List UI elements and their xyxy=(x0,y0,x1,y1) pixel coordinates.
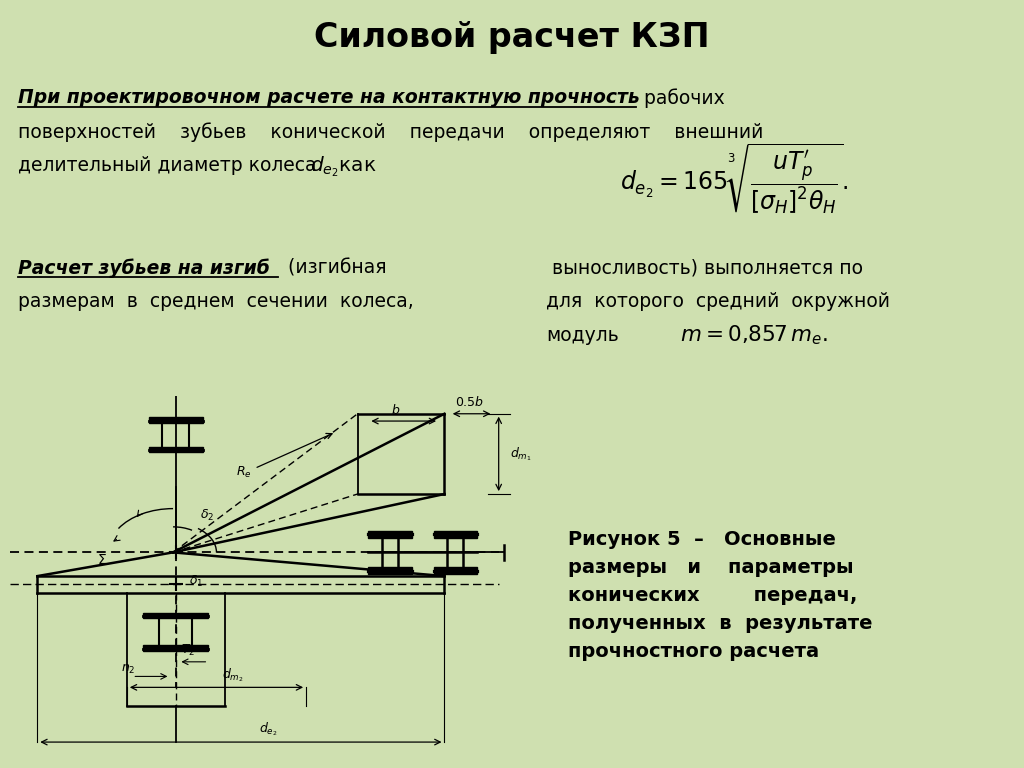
Text: $b$: $b$ xyxy=(391,402,400,417)
Text: делительный диаметр колеса: делительный диаметр колеса xyxy=(18,156,316,175)
Text: $m = 0{,}857\,m_e.$: $m = 0{,}857\,m_e.$ xyxy=(680,323,828,346)
Text: $R_e$: $R_e$ xyxy=(236,465,252,480)
Text: выносливость) выполняется по: выносливость) выполняется по xyxy=(546,258,863,277)
Bar xyxy=(433,567,477,574)
Text: размеры   и    параметры: размеры и параметры xyxy=(568,558,854,577)
Text: $\delta_2$: $\delta_2$ xyxy=(201,508,214,524)
Text: для  которого  средний  окружной: для которого средний окружной xyxy=(546,292,890,311)
Text: модуль: модуль xyxy=(546,326,618,345)
Text: (изгибная: (изгибная xyxy=(282,258,387,277)
Text: прочностного расчета: прочностного расчета xyxy=(568,642,819,661)
Text: $d_{e_2}$: $d_{e_2}$ xyxy=(259,721,278,739)
Text: рабочих: рабочих xyxy=(638,88,725,108)
Text: Силовой расчет КЗП: Силовой расчет КЗП xyxy=(314,22,710,55)
Bar xyxy=(148,418,203,423)
Text: конических        передач,: конических передач, xyxy=(568,586,857,605)
Text: $d_{e_2}$как: $d_{e_2}$как xyxy=(310,154,377,179)
Bar xyxy=(143,613,208,618)
Bar xyxy=(369,531,412,538)
Bar xyxy=(369,567,412,574)
Bar xyxy=(143,645,208,651)
Text: полученных  в  результате: полученных в результате xyxy=(568,614,872,633)
Bar xyxy=(148,447,203,452)
Text: поверхностей    зубьев    конической    передачи    определяют    внешний: поверхностей зубьев конической передачи … xyxy=(18,122,763,141)
Bar xyxy=(433,531,477,538)
Text: $\delta_1$: $\delta_1$ xyxy=(189,574,204,589)
Text: Расчет зубьев на изгиб: Расчет зубьев на изгиб xyxy=(18,258,270,277)
Text: $0.5b$: $0.5b$ xyxy=(456,396,484,409)
Text: При проектировочном расчете на контактную прочность: При проектировочном расчете на контактну… xyxy=(18,88,640,107)
Text: Рисунок 5  –   Основные: Рисунок 5 – Основные xyxy=(568,530,836,549)
Text: $\Sigma$: $\Sigma$ xyxy=(97,553,106,567)
Text: $d_{e_2} = 165\sqrt[3]{\dfrac{uT_p^{\prime}}{[\sigma_H]^2\theta_H}}.$: $d_{e_2} = 165\sqrt[3]{\dfrac{uT_p^{\pri… xyxy=(620,142,849,217)
Text: $T_2$: $T_2$ xyxy=(181,644,196,658)
Text: $d_{m_2}$: $d_{m_2}$ xyxy=(222,666,244,684)
Text: размерам  в  среднем  сечении  колеса,: размерам в среднем сечении колеса, xyxy=(18,292,414,311)
Text: $n_2$: $n_2$ xyxy=(122,663,136,676)
Text: $d_{m_1}$: $d_{m_1}$ xyxy=(510,445,531,462)
